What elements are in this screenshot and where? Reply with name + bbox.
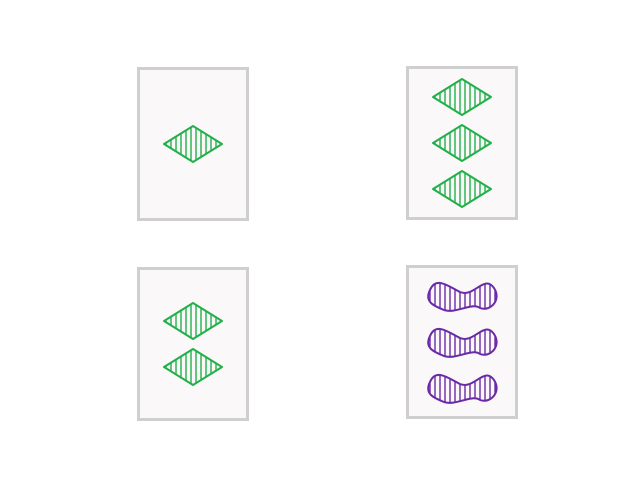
diamond-symbol — [432, 170, 492, 208]
squiggle-symbol — [427, 281, 498, 312]
diamond-symbol — [163, 302, 223, 340]
card-two-green-striped-diamonds[interactable] — [137, 267, 249, 421]
card-three-purple-striped-squiggles[interactable] — [406, 265, 518, 419]
diamond-symbol — [432, 78, 492, 116]
card-one-green-striped-diamond[interactable] — [137, 67, 249, 221]
diamond-symbol — [432, 124, 492, 162]
squiggle-symbol — [427, 373, 498, 404]
card-3-symbols — [163, 302, 223, 386]
card-2-symbols — [432, 78, 492, 208]
diamond-symbol — [163, 125, 223, 163]
card-1-symbols — [163, 125, 223, 163]
diamond-symbol — [163, 348, 223, 386]
card-three-green-striped-diamonds[interactable] — [406, 66, 518, 220]
card-4-symbols — [427, 281, 498, 404]
squiggle-symbol — [427, 327, 498, 358]
